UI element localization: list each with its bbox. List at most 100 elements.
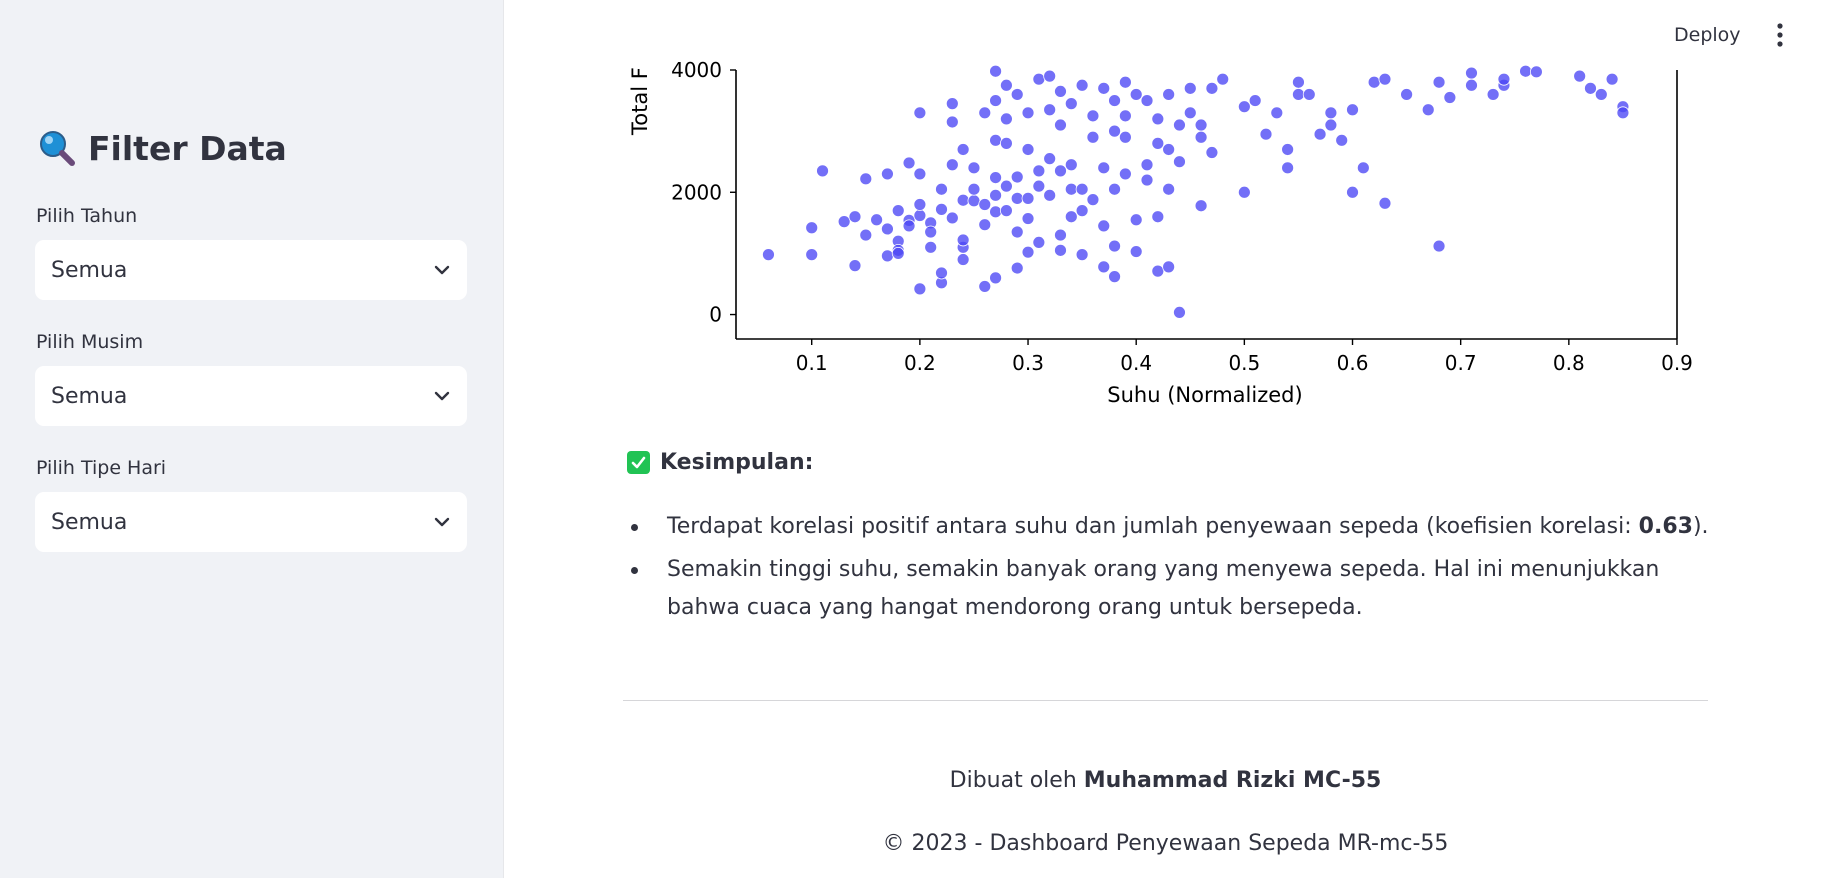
scatter-point: [1108, 239, 1121, 253]
scatter-point: [1497, 72, 1511, 86]
x-tick-label: 0.2: [904, 351, 936, 375]
y-tick-label: 0: [709, 303, 722, 327]
scatter-point: [1237, 185, 1251, 199]
scatter-point: [1054, 243, 1067, 257]
scatter-point: [1183, 106, 1197, 120]
scatter-point: [1173, 306, 1186, 319]
sidebar-title-text: Filter Data: [88, 128, 287, 168]
scatter-point: [1573, 69, 1587, 83]
conclusion-title-text: Kesimpulan:: [660, 450, 814, 475]
scatter-point: [1118, 130, 1132, 144]
scatter-point: [1292, 88, 1305, 101]
scatter-point: [1194, 199, 1208, 213]
scatter-point: [1151, 264, 1165, 278]
scatter-point: [989, 171, 1002, 185]
scatter-point: [1162, 182, 1176, 196]
filter-daytype-select[interactable]: Semua: [35, 492, 467, 552]
scatter-point: [1443, 91, 1457, 104]
scatter-plot-svg: 0.1 0.2 0.3 0.4 0.5 0.6 0.7 0.8 0.9 0 2000 4000 Su…: [628, 58, 1693, 407]
scatter-point: [1378, 196, 1392, 210]
scatter-point: [1000, 78, 1013, 92]
scatter-point: [1162, 260, 1176, 274]
scatter-point: [945, 211, 959, 225]
scatter-point: [1108, 182, 1121, 196]
scatter-point: [913, 282, 927, 296]
scatter-point: [848, 210, 862, 224]
scatter-point: [978, 280, 992, 293]
scatter-point: [1010, 170, 1024, 184]
scatter-point: [1421, 103, 1435, 117]
scatter-point: [1064, 210, 1078, 224]
x-tick-label: 0.1: [796, 351, 828, 375]
sidebar: Filter Data Pilih Tahun Semua Pilih Musi…: [0, 0, 504, 878]
scatter-point: [935, 202, 948, 216]
scatter-point: [956, 143, 970, 156]
scatter-point: [1302, 88, 1316, 101]
sidebar-title: Filter Data: [36, 128, 287, 168]
scatter-point: [1616, 106, 1630, 120]
scatter-point: [989, 205, 1002, 219]
scatter-point: [1259, 127, 1273, 141]
x-tick-label: 0.3: [1012, 351, 1044, 375]
made-by-prefix: Dibuat oleh: [949, 768, 1084, 793]
scatter-point: [978, 106, 992, 120]
scatter-point: [1108, 270, 1121, 284]
scatter-point: [1465, 78, 1478, 92]
chevron-down-icon: [434, 391, 450, 401]
scatter-point: [1367, 75, 1381, 89]
conclusion-list: Terdapat korelasi positif antara suhu da…: [627, 508, 1717, 632]
scatter-point: [1043, 69, 1057, 83]
scatter-point: [1032, 164, 1046, 178]
scatter-point: [945, 115, 959, 129]
filter-season-select[interactable]: Semua: [35, 366, 467, 426]
filter-year-select[interactable]: Semua: [35, 240, 467, 300]
scatter-point: [1292, 75, 1305, 89]
x-tick-label: 0.5: [1228, 351, 1260, 375]
scatter-point: [1432, 239, 1446, 253]
x-tick-label: 0.4: [1120, 351, 1152, 375]
scatter-point: [1010, 225, 1024, 239]
scatter-point: [1129, 213, 1143, 227]
scatter-point: [1010, 261, 1024, 275]
scatter-point: [881, 167, 894, 181]
check-icon: [627, 451, 650, 474]
scatter-point: [913, 209, 927, 222]
scatter-point: [1021, 245, 1035, 259]
scatter-point: [1432, 75, 1446, 89]
scatter-point: [1356, 161, 1370, 175]
scatter-point: [1108, 94, 1121, 107]
x-tick-label: 0.7: [1445, 351, 1477, 375]
scatter-point: [870, 213, 884, 227]
scatter-point: [1075, 204, 1089, 218]
scatter-point: [1054, 84, 1067, 98]
chevron-down-icon: [434, 517, 450, 527]
deploy-button[interactable]: Deploy: [1674, 24, 1741, 46]
scatter-point: [1173, 155, 1186, 169]
scatter-point: [1086, 109, 1100, 123]
scatter-point: [989, 271, 1002, 285]
y-axis-label: Total F: [628, 67, 652, 136]
scatter-point: [913, 198, 927, 211]
scatter-point: [1140, 94, 1154, 107]
kebab-menu-icon[interactable]: [1770, 22, 1790, 48]
scatter-point: [1162, 143, 1176, 156]
scatter-point: [1346, 185, 1359, 199]
scatter-point: [1151, 210, 1165, 224]
scatter-point: [1086, 130, 1100, 144]
scatter-point: [1270, 106, 1284, 120]
scatter-chart: 0.1 0.2 0.3 0.4 0.5 0.6 0.7 0.8 0.9 0 2000 4000 Su…: [620, 0, 1700, 420]
scatter-point: [1465, 66, 1478, 80]
bullet1-text: Terdapat korelasi positif antara suhu da…: [667, 514, 1639, 539]
scatter-point: [816, 164, 829, 178]
scatter-point: [1032, 72, 1046, 86]
y-ticks: 0 2000 4000: [671, 58, 736, 327]
scatter-point: [1064, 182, 1078, 196]
filter-season-label: Pilih Musim: [36, 331, 144, 353]
scatter-point: [1097, 260, 1111, 274]
scatter-point: [967, 161, 981, 175]
scatter-point: [1173, 118, 1186, 132]
filter-year-value: Semua: [51, 257, 128, 283]
scatter-point: [1281, 161, 1295, 175]
y-tick-label: 2000: [671, 180, 722, 204]
scatter-point: [902, 156, 916, 170]
